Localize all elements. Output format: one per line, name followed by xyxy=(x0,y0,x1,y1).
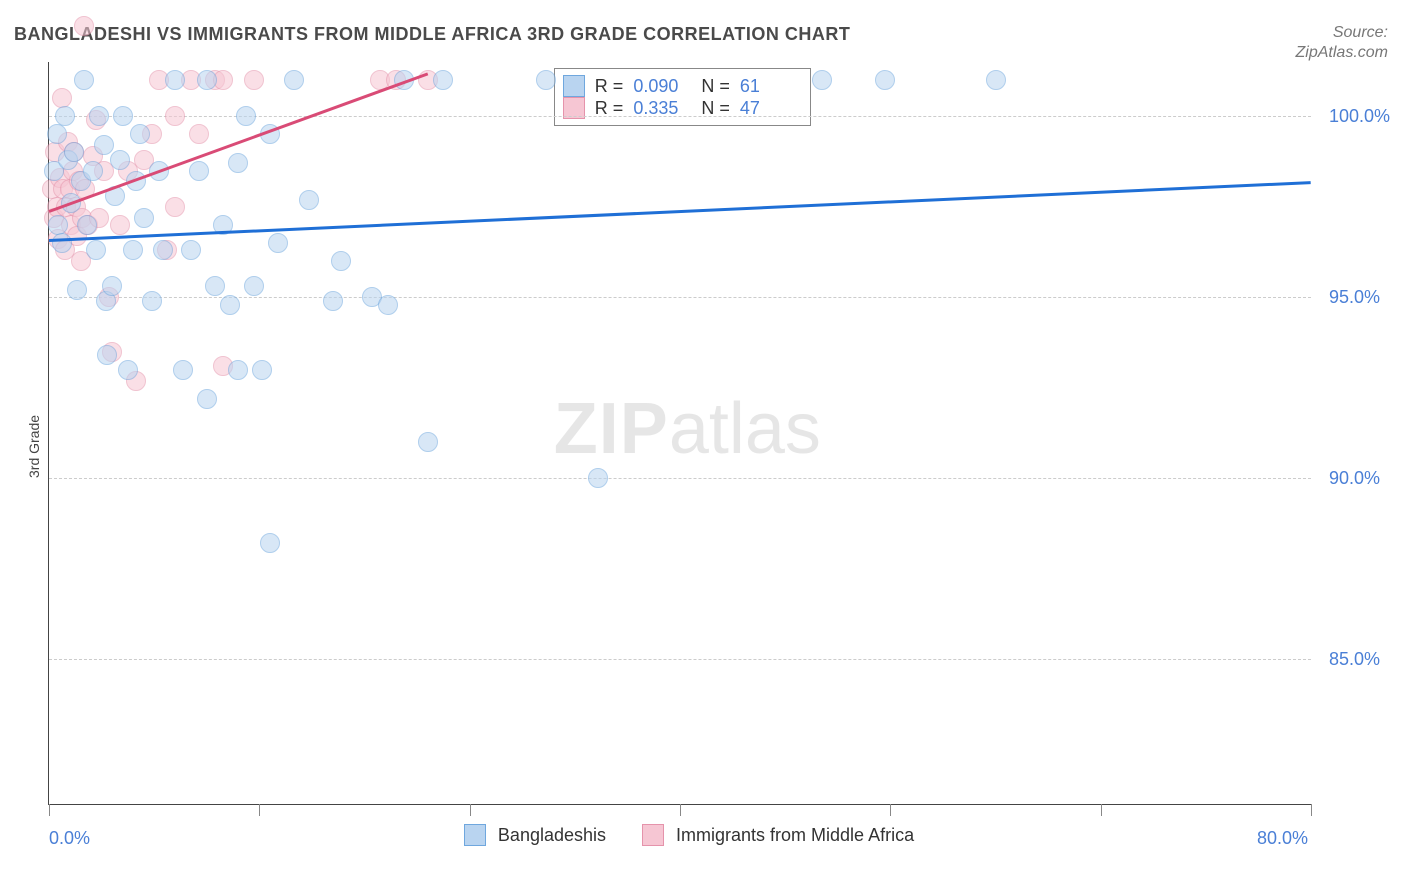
blue-point xyxy=(52,233,72,253)
x-tick xyxy=(470,804,471,816)
blue-point xyxy=(173,360,193,380)
blue-point xyxy=(64,142,84,162)
gridline xyxy=(49,478,1311,479)
blue-point xyxy=(220,295,240,315)
blue-point xyxy=(244,276,264,296)
blue-point xyxy=(228,360,248,380)
blue-point xyxy=(588,468,608,488)
legend-swatch xyxy=(642,824,664,846)
blue-point xyxy=(118,360,138,380)
y-tick-label: 95.0% xyxy=(1329,287,1380,308)
x-tick xyxy=(890,804,891,816)
blue-point xyxy=(418,432,438,452)
n-value: 61 xyxy=(740,76,798,97)
blue-point xyxy=(110,150,130,170)
blue-point xyxy=(142,291,162,311)
blue-point xyxy=(433,70,453,90)
blue-point xyxy=(55,106,75,126)
pink-point xyxy=(74,16,94,36)
pink-point xyxy=(189,124,209,144)
y-axis-title: 3rd Grade xyxy=(26,414,42,477)
blue-point xyxy=(284,70,304,90)
blue-point xyxy=(77,215,97,235)
gridline xyxy=(49,297,1311,298)
blue-point xyxy=(323,291,343,311)
blue-point xyxy=(299,190,319,210)
blue-point xyxy=(875,70,895,90)
blue-point xyxy=(205,276,225,296)
gridline xyxy=(49,659,1311,660)
series-legend: Bangladeshis Immigrants from Middle Afric… xyxy=(464,824,942,846)
x-tick-label: 80.0% xyxy=(1257,828,1308,849)
blue-point xyxy=(89,106,109,126)
x-tick xyxy=(1101,804,1102,816)
blue-point xyxy=(74,70,94,90)
legend-label: Immigrants from Middle Africa xyxy=(676,825,914,846)
blue-point xyxy=(252,360,272,380)
blue-point xyxy=(165,70,185,90)
legend-label: Bangladeshis xyxy=(498,825,606,846)
blue-point xyxy=(197,70,217,90)
blue-point xyxy=(134,208,154,228)
watermark-zip: ZIP xyxy=(554,389,669,469)
source-name: ZipAtlas.com xyxy=(1296,44,1388,62)
pink-point xyxy=(52,88,72,108)
blue-point xyxy=(153,240,173,260)
blue-point xyxy=(236,106,256,126)
y-tick-label: 100.0% xyxy=(1329,106,1390,127)
y-tick-label: 90.0% xyxy=(1329,468,1380,489)
blue-point xyxy=(123,240,143,260)
pink-point xyxy=(165,197,185,217)
blue-point xyxy=(228,153,248,173)
blue-point xyxy=(94,135,114,155)
blue-point xyxy=(536,70,556,90)
source-label: Source: xyxy=(1333,24,1388,42)
r-legend-row: R =0.090N =61 xyxy=(563,75,798,97)
blue-point xyxy=(260,533,280,553)
x-tick xyxy=(1311,804,1312,816)
trend-line xyxy=(49,181,1311,242)
pink-point xyxy=(244,70,264,90)
x-tick xyxy=(49,804,50,816)
blue-point xyxy=(83,161,103,181)
blue-point xyxy=(189,161,209,181)
legend-swatch xyxy=(563,75,585,97)
r-value: 0.090 xyxy=(633,76,691,97)
pink-point xyxy=(110,215,130,235)
blue-point xyxy=(113,106,133,126)
blue-point xyxy=(331,251,351,271)
chart-frame: BANGLADESHI VS IMMIGRANTS FROM MIDDLE AF… xyxy=(0,0,1406,892)
blue-point xyxy=(102,276,122,296)
pink-point xyxy=(165,106,185,126)
blue-point xyxy=(86,240,106,260)
blue-point xyxy=(378,295,398,315)
x-tick-label: 0.0% xyxy=(49,828,90,849)
y-tick-label: 85.0% xyxy=(1329,649,1380,670)
blue-point xyxy=(197,389,217,409)
x-tick xyxy=(680,804,681,816)
watermark-atlas: atlas xyxy=(669,389,821,469)
watermark: ZIPatlas xyxy=(554,388,821,470)
blue-point xyxy=(97,345,117,365)
blue-point xyxy=(812,70,832,90)
legend-swatch xyxy=(464,824,486,846)
chart-title: BANGLADESHI VS IMMIGRANTS FROM MIDDLE AF… xyxy=(14,24,850,45)
r-legend: R =0.090N =61R =0.335N =47 xyxy=(554,68,811,126)
blue-point xyxy=(986,70,1006,90)
plot-area: ZIPatlas R =0.090N =61R =0.335N =47 85.0… xyxy=(48,62,1311,805)
x-tick xyxy=(259,804,260,816)
blue-point xyxy=(268,233,288,253)
blue-point xyxy=(181,240,201,260)
